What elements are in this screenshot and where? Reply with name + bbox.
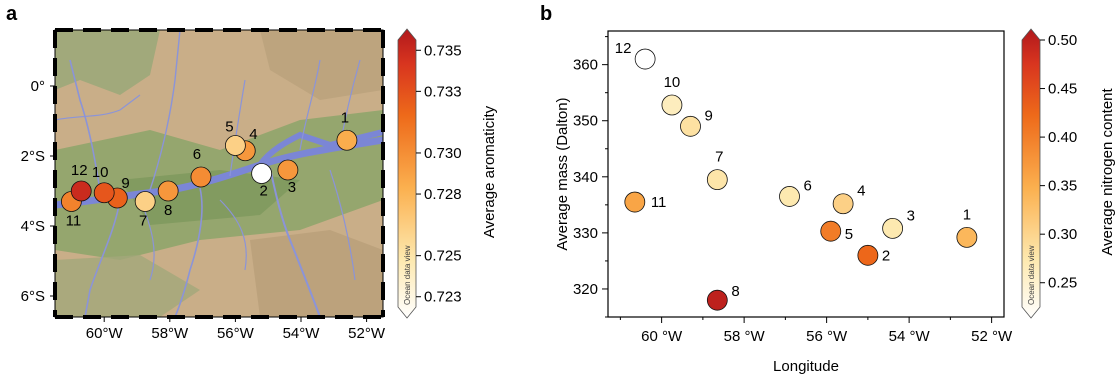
map-point-label-8: 8 [164, 202, 172, 219]
colorbar-a-tick-label: 0.735 [424, 42, 462, 59]
colorbar-b: 0.50 0.45 0.40 0.35 0.30 0.25 Ocean data view… [1021, 28, 1116, 319]
plot-b-point-3 [882, 217, 904, 239]
map-point-5 [224, 135, 246, 156]
plot-b-y-tick-label: 350 [573, 113, 598, 130]
plot-b-point-1 [956, 226, 978, 248]
plot-b-point-label-5: 5 [845, 226, 853, 243]
map-point-2 [251, 163, 273, 184]
plot-b-point-7 [706, 169, 728, 191]
plot-b-y-tick-label: 340 [573, 169, 598, 186]
colorbar-b-tick-label: 0.30 [1048, 226, 1077, 243]
map-point-10 [93, 182, 115, 204]
map-point-label-4: 4 [249, 126, 257, 143]
map-x-tick-label: 54°W [283, 325, 321, 342]
colorbar-a: 0.735 0.733 0.730 0.728 0.725 0.723 Ocean dat… [397, 28, 498, 319]
plot-b-x-tick-label: 60 °W [641, 328, 683, 345]
plot-b-x-tick-label: 54 °W [889, 328, 931, 345]
map-y-tick-label: 0° [31, 78, 45, 95]
map-point-label-5: 5 [225, 119, 233, 136]
plot-b-point-12 [634, 48, 656, 70]
plot-b-x-tick-label: 56 °W [806, 328, 848, 345]
plot-b-point-6 [779, 186, 800, 207]
map-point-12 [70, 180, 92, 202]
plot-b-point-2 [857, 244, 879, 266]
plot-b-point-label-6: 6 [804, 177, 812, 194]
colorbar-a-watermark: Ocean data view [403, 245, 412, 305]
plot-b-ylabel: Average mass (Dalton) [554, 97, 571, 250]
plot-b-xlabel: Longitude [773, 358, 839, 374]
map-x-tick-label: 58°W [151, 325, 189, 342]
plot-b-point-11 [624, 191, 646, 213]
panel-b-letter: b [540, 3, 552, 25]
map-y-tick-label: 6°S [21, 288, 45, 305]
plot-b-point-label-9: 9 [705, 107, 713, 124]
plot-b-point-label-4: 4 [857, 183, 865, 200]
map-x-tick-label: 60°W [86, 325, 124, 342]
map-point-1 [336, 129, 358, 151]
plot-b-point-4 [832, 193, 854, 215]
plot-b-y-tick-label: 330 [573, 225, 598, 242]
map-point-label-6: 6 [193, 146, 201, 163]
plot-b-point-9 [680, 115, 701, 137]
map-point-label-3: 3 [288, 179, 296, 196]
plot-b-point-label-1: 1 [963, 206, 971, 223]
plot-b-point-10 [661, 94, 683, 116]
plot-b-point-label-2: 2 [882, 247, 890, 264]
terrain-map [55, 30, 383, 317]
map-point-label-11: 11 [66, 213, 82, 230]
colorbar-b-tick-label: 0.40 [1048, 129, 1077, 146]
colorbar-a-tick-label: 0.733 [424, 83, 462, 100]
plot-b-point-label-12: 12 [615, 40, 632, 57]
plot-b-point-label-7: 7 [715, 149, 723, 166]
plot-b-point-label-11: 11 [651, 194, 667, 211]
plot-b-point-label-8: 8 [731, 283, 739, 300]
map-point-label-7: 7 [139, 213, 147, 230]
map-point-7 [134, 191, 156, 212]
colorbar-b-tick-label: 0.45 [1048, 81, 1077, 98]
map-point-label-12: 12 [71, 162, 88, 179]
colorbar-a-tick-label: 0.728 [424, 186, 462, 203]
plot-b-y-tick-label: 320 [573, 281, 598, 298]
map-point-label-1: 1 [341, 109, 349, 126]
map-x-tick-label: 56°W [217, 325, 255, 342]
panel-a-letter: a [6, 3, 18, 25]
plot-b-point-label-10: 10 [664, 74, 681, 91]
colorbar-a-label: Average aromaticity [481, 105, 498, 238]
colorbar-b-watermark: Ocean data view [1027, 245, 1036, 305]
colorbar-b-label: Average nitrogen content [1099, 87, 1116, 255]
colorbar-a-tick-label: 0.730 [424, 145, 462, 162]
map-point-label-9: 9 [121, 175, 129, 192]
plot-b-y-tick-label: 360 [573, 57, 598, 74]
map-point-6 [190, 166, 212, 188]
colorbar-b-tick-label: 0.50 [1048, 32, 1077, 49]
map-point-8 [157, 180, 179, 202]
plot-b-frame [607, 30, 1005, 318]
colorbar-b-tick-label: 0.35 [1048, 178, 1077, 195]
map-point-3 [277, 159, 299, 181]
plot-b-point-5 [820, 220, 842, 242]
plot-b-x-tick-label: 58 °W [724, 328, 766, 345]
colorbar-b-tick-label: 0.25 [1048, 275, 1077, 292]
plot-b-point-8 [706, 289, 728, 311]
map-y-tick-label: 4°S [21, 218, 45, 235]
plot-b-x-tick-label: 52 °W [971, 328, 1013, 345]
map-point-label-2: 2 [259, 183, 267, 200]
map-x-tick-label: 52°W [348, 325, 386, 342]
colorbar-a-tick-label: 0.725 [424, 248, 462, 265]
plot-b-point-label-3: 3 [907, 207, 915, 224]
colorbar-a-tick-label: 0.723 [424, 289, 462, 306]
map-point-label-10: 10 [92, 164, 109, 181]
map-y-tick-label: 2°S [21, 148, 45, 165]
